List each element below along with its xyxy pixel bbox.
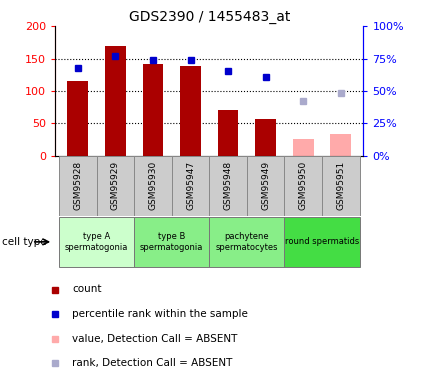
Bar <box>284 217 360 267</box>
Text: GSM95928: GSM95928 <box>73 161 82 210</box>
Bar <box>218 110 238 156</box>
Bar <box>172 156 209 216</box>
Bar <box>209 217 284 267</box>
Text: value, Detection Call = ABSENT: value, Detection Call = ABSENT <box>72 334 238 344</box>
Bar <box>143 64 163 156</box>
Bar <box>293 140 314 156</box>
Text: round spermatids: round spermatids <box>285 237 359 246</box>
Bar <box>331 134 351 156</box>
Text: pachytene
spermatocytes: pachytene spermatocytes <box>215 232 278 252</box>
Text: rank, Detection Call = ABSENT: rank, Detection Call = ABSENT <box>72 358 232 368</box>
Bar <box>322 156 360 216</box>
Text: GSM95929: GSM95929 <box>111 161 120 210</box>
Bar <box>209 156 247 216</box>
Text: type B
spermatogonia: type B spermatogonia <box>140 232 204 252</box>
Bar <box>134 217 209 267</box>
Title: GDS2390 / 1455483_at: GDS2390 / 1455483_at <box>129 10 290 24</box>
Text: type A
spermatogonia: type A spermatogonia <box>65 232 128 252</box>
Bar <box>68 81 88 156</box>
Text: GSM95930: GSM95930 <box>148 161 157 210</box>
Bar <box>247 156 284 216</box>
Text: cell type: cell type <box>2 237 47 247</box>
Bar <box>134 156 172 216</box>
Text: count: count <box>72 285 102 294</box>
Bar <box>105 46 126 156</box>
Bar <box>59 217 134 267</box>
Bar <box>96 156 134 216</box>
Bar <box>180 66 201 156</box>
Text: GSM95947: GSM95947 <box>186 161 195 210</box>
Bar <box>255 119 276 156</box>
Text: GSM95950: GSM95950 <box>299 161 308 210</box>
Bar <box>59 156 96 216</box>
Bar <box>284 156 322 216</box>
Text: GSM95948: GSM95948 <box>224 161 232 210</box>
Text: percentile rank within the sample: percentile rank within the sample <box>72 309 248 319</box>
Text: GSM95949: GSM95949 <box>261 161 270 210</box>
Text: GSM95951: GSM95951 <box>336 161 346 210</box>
